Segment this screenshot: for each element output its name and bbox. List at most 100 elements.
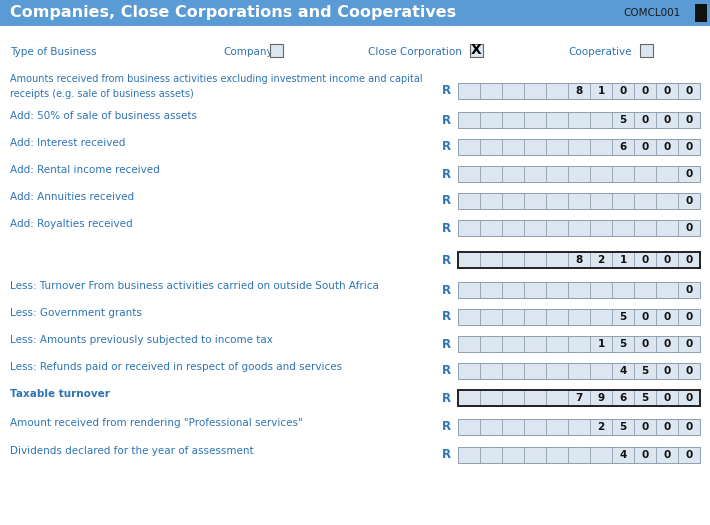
Bar — [480, 112, 502, 128]
Bar — [546, 282, 568, 298]
Bar — [590, 83, 612, 99]
Bar — [656, 193, 678, 209]
Bar — [590, 419, 612, 435]
Bar — [502, 112, 524, 128]
Bar — [524, 336, 546, 352]
Bar — [480, 390, 502, 406]
Bar — [678, 220, 700, 236]
Bar — [524, 390, 546, 406]
Bar — [634, 193, 656, 209]
Bar — [568, 83, 590, 99]
Bar — [502, 419, 524, 435]
Bar — [458, 220, 700, 236]
Text: 0: 0 — [663, 255, 671, 265]
Bar — [546, 166, 568, 182]
Bar — [656, 252, 678, 268]
Bar — [634, 336, 656, 352]
Text: 5: 5 — [641, 393, 649, 403]
Text: receipts (e.g. sale of business assets): receipts (e.g. sale of business assets) — [10, 89, 194, 99]
Bar — [590, 193, 612, 209]
Bar — [502, 363, 524, 379]
Bar — [634, 282, 656, 298]
Text: Add: Interest received: Add: Interest received — [10, 138, 126, 148]
Text: 0: 0 — [641, 255, 649, 265]
Text: 2: 2 — [597, 422, 605, 432]
Text: R: R — [442, 222, 451, 235]
Bar — [612, 336, 634, 352]
Text: Less: Refunds paid or received in respect of goods and services: Less: Refunds paid or received in respec… — [10, 362, 342, 372]
Bar — [568, 220, 590, 236]
Bar — [502, 220, 524, 236]
Bar — [634, 112, 656, 128]
Bar — [458, 139, 480, 155]
Text: Add: Annuities received: Add: Annuities received — [10, 192, 134, 202]
Text: 0: 0 — [663, 115, 671, 125]
Bar — [502, 390, 524, 406]
Text: 1: 1 — [597, 86, 605, 96]
Bar — [458, 419, 480, 435]
Text: R: R — [442, 194, 451, 207]
Text: 0: 0 — [685, 169, 693, 179]
Bar — [458, 363, 480, 379]
Bar — [502, 252, 524, 268]
Bar — [524, 447, 546, 463]
Text: Amounts received from business activities excluding investment income and capita: Amounts received from business activitie… — [10, 74, 422, 84]
Text: Taxable turnover: Taxable turnover — [10, 389, 110, 399]
Bar — [458, 336, 480, 352]
Bar — [458, 112, 480, 128]
Text: Less: Amounts previously subjected to income tax: Less: Amounts previously subjected to in… — [10, 335, 273, 345]
Text: Company: Company — [223, 47, 273, 57]
Bar — [634, 166, 656, 182]
Bar — [480, 193, 502, 209]
Bar — [480, 166, 502, 182]
Bar — [590, 447, 612, 463]
Text: 4: 4 — [619, 366, 627, 376]
Text: Add: Rental income received: Add: Rental income received — [10, 165, 160, 175]
Bar — [590, 252, 612, 268]
Bar — [502, 166, 524, 182]
Bar — [612, 282, 634, 298]
Bar — [546, 112, 568, 128]
Bar — [612, 220, 634, 236]
Bar — [634, 220, 656, 236]
Bar — [612, 390, 634, 406]
Bar — [458, 252, 700, 268]
Bar — [458, 252, 480, 268]
Bar — [678, 252, 700, 268]
Bar — [458, 363, 700, 379]
Text: Less: Government grants: Less: Government grants — [10, 308, 142, 318]
Bar — [678, 139, 700, 155]
Bar — [458, 447, 700, 463]
Bar — [458, 166, 700, 182]
Bar — [458, 447, 480, 463]
Bar — [612, 252, 634, 268]
Bar — [458, 166, 480, 182]
Bar — [590, 336, 612, 352]
Bar — [568, 309, 590, 325]
Bar — [524, 193, 546, 209]
Bar — [568, 282, 590, 298]
Text: R: R — [442, 392, 451, 404]
Text: 0: 0 — [685, 393, 693, 403]
Text: 0: 0 — [663, 339, 671, 349]
Bar — [678, 193, 700, 209]
Bar — [634, 419, 656, 435]
Bar — [678, 166, 700, 182]
Text: 5: 5 — [641, 366, 649, 376]
Text: Close Corporation: Close Corporation — [368, 47, 462, 57]
Bar — [270, 44, 283, 57]
Bar — [656, 83, 678, 99]
Bar — [502, 336, 524, 352]
Bar — [656, 112, 678, 128]
Bar — [546, 139, 568, 155]
Text: 8: 8 — [575, 86, 583, 96]
Bar — [480, 220, 502, 236]
Bar — [612, 112, 634, 128]
Text: 5: 5 — [619, 339, 627, 349]
Text: Cooperative: Cooperative — [568, 47, 632, 57]
Text: R: R — [442, 85, 451, 98]
Text: 0: 0 — [663, 422, 671, 432]
Bar — [634, 447, 656, 463]
Bar — [634, 252, 656, 268]
Text: Add: Royalties received: Add: Royalties received — [10, 219, 133, 229]
